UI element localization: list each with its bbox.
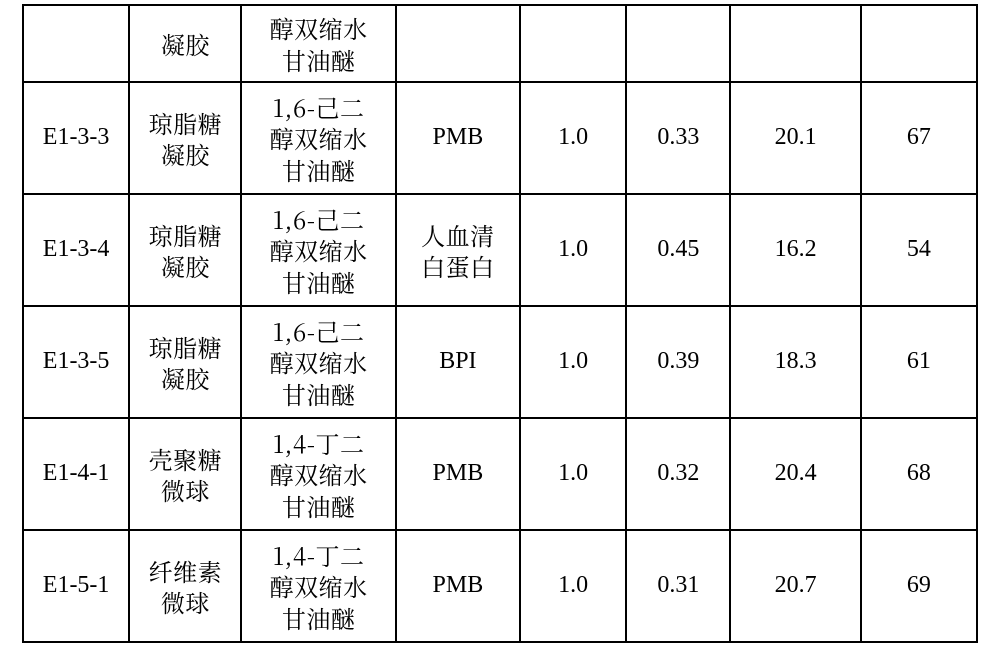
table-cell: 20.4 bbox=[730, 418, 860, 530]
table-cell: E1-5-1 bbox=[23, 530, 129, 642]
table-cell: 0.39 bbox=[626, 306, 730, 418]
table-cell: E1-4-1 bbox=[23, 418, 129, 530]
table-row: E1-5-1纤维素微球1,4-丁二醇双缩水甘油醚PMB1.00.3120.769 bbox=[23, 530, 977, 642]
table-cell: 1.0 bbox=[520, 418, 626, 530]
table-cell: 1,6-己二醇双缩水甘油醚 bbox=[241, 306, 395, 418]
table-cell: 16.2 bbox=[730, 194, 860, 306]
table-cell: 醇双缩水甘油醚 bbox=[241, 5, 395, 82]
table-cell: 68 bbox=[861, 418, 977, 530]
table-cell: PMB bbox=[396, 82, 520, 194]
table-cell: 1.0 bbox=[520, 82, 626, 194]
table-cell: 20.1 bbox=[730, 82, 860, 194]
table-row: E1-3-3琼脂糖凝胶1,6-己二醇双缩水甘油醚PMB1.00.3320.167 bbox=[23, 82, 977, 194]
table-cell bbox=[520, 5, 626, 82]
table-cell: 69 bbox=[861, 530, 977, 642]
table-cell: 琼脂糖凝胶 bbox=[129, 194, 241, 306]
data-table: 凝胶醇双缩水甘油醚E1-3-3琼脂糖凝胶1,6-己二醇双缩水甘油醚PMB1.00… bbox=[22, 4, 978, 643]
table-cell bbox=[626, 5, 730, 82]
table-cell: PMB bbox=[396, 530, 520, 642]
table-cell: E1-3-5 bbox=[23, 306, 129, 418]
table-cell: 琼脂糖凝胶 bbox=[129, 306, 241, 418]
table-cell bbox=[861, 5, 977, 82]
table-row: E1-3-4琼脂糖凝胶1,6-己二醇双缩水甘油醚人血清白蛋白1.00.4516.… bbox=[23, 194, 977, 306]
table-cell: 18.3 bbox=[730, 306, 860, 418]
table-cell: 1,6-己二醇双缩水甘油醚 bbox=[241, 194, 395, 306]
table-cell: 0.33 bbox=[626, 82, 730, 194]
table-cell: 壳聚糖微球 bbox=[129, 418, 241, 530]
table-cell: PMB bbox=[396, 418, 520, 530]
table-cell: 54 bbox=[861, 194, 977, 306]
table-cell: 0.32 bbox=[626, 418, 730, 530]
table-cell: E1-3-3 bbox=[23, 82, 129, 194]
table-cell bbox=[23, 5, 129, 82]
table-cell: E1-3-4 bbox=[23, 194, 129, 306]
table-cell: BPI bbox=[396, 306, 520, 418]
table-cell: 1.0 bbox=[520, 306, 626, 418]
table-cell: 0.31 bbox=[626, 530, 730, 642]
table-cell: 1,4-丁二醇双缩水甘油醚 bbox=[241, 418, 395, 530]
table-row: E1-4-1壳聚糖微球1,4-丁二醇双缩水甘油醚PMB1.00.3220.468 bbox=[23, 418, 977, 530]
table-cell: 琼脂糖凝胶 bbox=[129, 82, 241, 194]
page-container: { "table": { "colWidths": [106, 112, 154… bbox=[0, 0, 1000, 649]
table-cell bbox=[730, 5, 860, 82]
table-cell: 61 bbox=[861, 306, 977, 418]
table-cell bbox=[396, 5, 520, 82]
table-cell: 1,4-丁二醇双缩水甘油醚 bbox=[241, 530, 395, 642]
table-row: E1-3-5琼脂糖凝胶1,6-己二醇双缩水甘油醚BPI1.00.3918.361 bbox=[23, 306, 977, 418]
table-row: 凝胶醇双缩水甘油醚 bbox=[23, 5, 977, 82]
table-cell: 1.0 bbox=[520, 530, 626, 642]
table-cell: 凝胶 bbox=[129, 5, 241, 82]
table-cell: 1,6-己二醇双缩水甘油醚 bbox=[241, 82, 395, 194]
table-cell: 20.7 bbox=[730, 530, 860, 642]
table-cell: 0.45 bbox=[626, 194, 730, 306]
table-cell: 1.0 bbox=[520, 194, 626, 306]
table-cell: 纤维素微球 bbox=[129, 530, 241, 642]
table-cell: 67 bbox=[861, 82, 977, 194]
table-cell: 人血清白蛋白 bbox=[396, 194, 520, 306]
